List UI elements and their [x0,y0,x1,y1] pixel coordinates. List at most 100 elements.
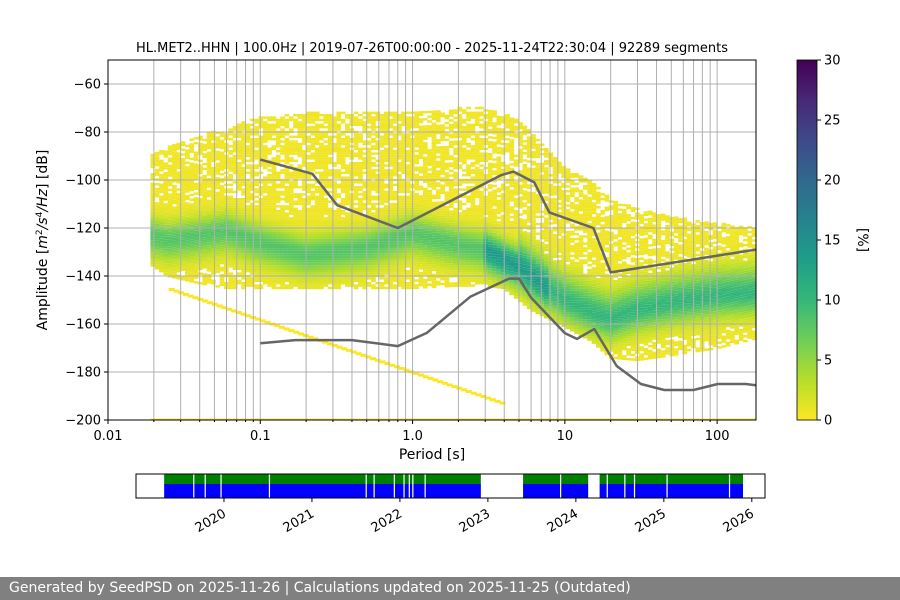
heatmap-cell [271,171,277,174]
heatmap-cell [353,193,359,196]
heatmap-cell [211,241,216,244]
heatmap-cell [297,150,303,153]
heatmap-cell [375,183,381,186]
heatmap-cell [427,115,432,118]
heatmap-cell [422,247,428,251]
heatmap-cell [228,282,234,285]
heatmap-cell [172,268,177,272]
heatmap-cell [202,203,208,207]
heatmap-cell [431,146,437,149]
heatmap-cell [496,115,502,119]
heatmap-cell [483,272,489,275]
heatmap-cell [262,234,268,237]
heatmap-cell [254,253,259,256]
heatmap-cell [366,169,372,172]
heatmap-cell [358,234,363,237]
heatmap-cell [496,211,502,215]
heatmap-cell [189,167,195,170]
heatmap-cell [163,162,169,165]
heatmap-cell [392,246,398,249]
heatmap-cell [435,259,441,262]
heatmap-cell [358,210,363,213]
heatmap-cell [457,267,463,270]
heatmap-cell [396,174,402,177]
heatmap-cell [362,229,368,232]
heatmap-cell [245,250,251,254]
heatmap-cell [267,205,272,208]
heatmap-cell [319,207,324,210]
heatmap-cell [457,116,463,119]
heatmap-cell [293,272,298,275]
heatmap-cell [427,206,432,210]
heatmap-cell [241,219,247,222]
heatmap-cell [388,181,394,184]
heatmap-cell [375,111,381,114]
heatmap-cell [388,284,394,287]
heatmap-cell [388,174,394,177]
heatmap-cell [474,142,480,146]
heatmap-cell [219,261,225,265]
heatmap-cell [474,229,480,232]
heatmap-cell [284,258,290,261]
heatmap-cell [483,248,489,251]
heatmap-cell [405,224,411,227]
heatmap-cell [232,135,238,138]
heatmap-cell [327,121,333,124]
heatmap-cell [431,158,437,161]
heatmap-cell [457,250,463,254]
heatmap-cell [327,162,333,165]
heatmap-cell [418,221,424,224]
heatmap-cell [396,255,402,258]
heatmap-cell [345,135,350,138]
heatmap-cell [340,246,346,249]
heatmap-cell [401,238,407,242]
heatmap-cell [474,260,480,263]
heatmap-cell [440,177,445,180]
heatmap-cell [249,243,255,246]
heatmap-cell [301,114,307,117]
heatmap-cell [379,272,385,275]
heatmap-cell [384,270,389,273]
heatmap-cell [254,174,259,177]
heatmap-cell [327,265,333,268]
heatmap-cell [457,200,463,203]
heatmap-cell [267,248,272,251]
heatmap-cell [448,224,454,228]
heatmap-cell [353,152,359,155]
heatmap-cell [332,246,337,249]
heatmap-cell [310,250,316,254]
heatmap-cell [262,270,268,273]
heatmap-cell [189,258,195,261]
heatmap-cell [180,213,186,216]
heatmap-cell [297,202,303,206]
heatmap-cell [275,157,281,160]
heatmap-cell [440,155,445,159]
heatmap-cell [470,126,476,129]
heatmap-cell [301,205,307,208]
heatmap-cell [483,116,489,119]
heatmap-cell [505,255,510,259]
heatmap-cell [180,203,186,207]
heatmap-cell [267,243,272,246]
heatmap-cell [375,118,381,122]
heatmap-cell [271,159,277,162]
heatmap-cell [401,205,407,208]
heatmap-cell [306,140,311,143]
heatmap-cell [457,114,463,117]
heatmap-cell [396,279,402,282]
heatmap-cell [323,267,329,270]
heatmap-cell [245,262,251,266]
heatmap-cell [414,260,420,263]
heatmap-cell [340,202,346,206]
heatmap-cell [479,212,484,215]
heatmap-cell [262,282,268,285]
heatmap-cell [457,255,463,258]
heatmap-cell [176,262,182,266]
heatmap-cell [371,162,376,165]
heatmap-cell [474,270,480,273]
heatmap-cell [249,183,255,186]
heatmap-cell [301,255,307,258]
heatmap-cell [219,192,225,195]
heatmap-cell [150,228,156,231]
heatmap-cell [470,198,476,201]
